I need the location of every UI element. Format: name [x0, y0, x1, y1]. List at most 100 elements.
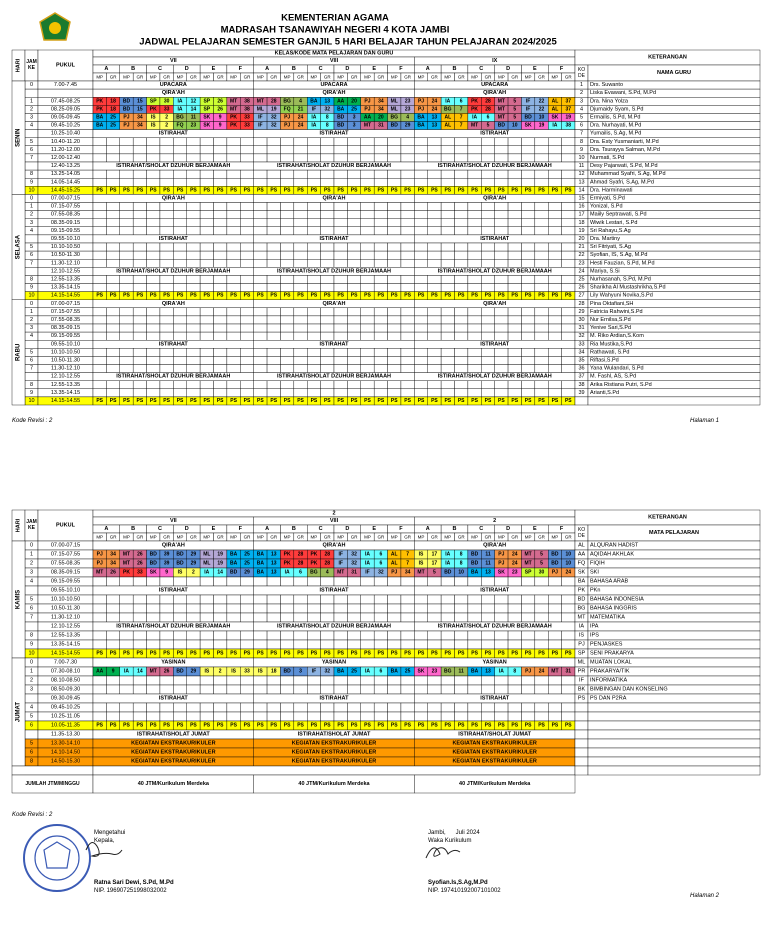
head: A [104, 526, 108, 532]
span-label: QIRA'AH [483, 301, 506, 307]
cell-text: 20 [351, 98, 357, 104]
cell [521, 177, 536, 187]
cell [159, 630, 174, 641]
cell [106, 380, 120, 390]
time: 10.50-11.30 [51, 252, 80, 258]
cell [481, 675, 495, 686]
cell [440, 576, 455, 587]
cell [307, 348, 321, 357]
cell [106, 356, 120, 365]
span-label: ISTIRAHAT/SHOLAT JUMAT [298, 732, 371, 738]
cell [440, 259, 455, 268]
jam: 10 [28, 398, 34, 404]
cell [360, 177, 375, 187]
cell [360, 153, 375, 163]
cell [307, 218, 321, 227]
cell-text: PJ [97, 561, 103, 567]
cell [427, 630, 442, 641]
cell-text: PJ [498, 561, 504, 567]
cell [494, 639, 509, 650]
cell [199, 612, 214, 623]
cell [253, 323, 268, 333]
cell [173, 630, 187, 641]
cell-text: PS [177, 651, 184, 657]
cell [507, 675, 522, 686]
cell [481, 169, 495, 179]
cell-text: SK [203, 123, 210, 129]
cell [440, 315, 455, 325]
cell [106, 250, 120, 260]
span-label: ISTIRAHAT/SHOLAT DZUHUR BERJAMAAH [277, 163, 391, 169]
cell [373, 331, 388, 341]
cell-text: 34 [137, 114, 143, 120]
cell-text: 13 [432, 123, 438, 129]
cell [146, 137, 161, 146]
cell [521, 145, 536, 155]
cell [414, 364, 428, 373]
list-code: 28 [578, 301, 584, 307]
cell-text: AA [96, 669, 104, 675]
cell [280, 594, 295, 605]
list-name: Mariya, S.Si [590, 268, 620, 274]
cell [373, 576, 388, 587]
cell [173, 675, 187, 686]
cell [213, 380, 228, 390]
cell [159, 612, 174, 623]
cell [173, 323, 187, 333]
cell [186, 153, 201, 163]
cell-text: BD [176, 561, 184, 567]
cell-text: 26 [137, 561, 143, 567]
cell [427, 153, 442, 163]
cell [293, 226, 308, 236]
cell-text: PJ [418, 106, 424, 112]
cell [333, 169, 348, 179]
cell [347, 356, 361, 365]
cell [387, 137, 402, 146]
cell [280, 630, 295, 641]
cell [199, 259, 214, 268]
cell [387, 684, 402, 695]
cell [481, 275, 495, 284]
cell-text: PS [378, 398, 385, 404]
cell [427, 603, 442, 614]
cell [106, 576, 120, 587]
cell-text: PS [123, 723, 130, 729]
cell [199, 315, 214, 325]
cell-text: 33 [244, 669, 250, 675]
cell [333, 675, 348, 686]
list-code: 26 [578, 285, 584, 291]
span-label: ISTIRAHAT [480, 236, 510, 242]
jam: 3 [30, 220, 33, 226]
cell-text: 13 [271, 570, 277, 576]
cell [373, 226, 388, 236]
cell-text: PS [163, 651, 170, 657]
cell-text: PS [257, 187, 264, 193]
cell [159, 250, 174, 260]
cell [454, 356, 469, 365]
cell [253, 275, 268, 284]
cell-text: PS [418, 187, 425, 193]
cell-text: MT [364, 123, 371, 129]
cell [119, 226, 134, 236]
cell-text: PS [378, 651, 385, 657]
cell [240, 250, 254, 260]
span-label: QIRA'AH [322, 90, 345, 96]
time: 11.20-12.00 [51, 147, 80, 153]
cell-text: 2 [165, 114, 168, 120]
cell [507, 145, 522, 155]
head: B [453, 66, 457, 72]
cell [454, 315, 469, 325]
cell [587, 567, 761, 578]
cell [333, 364, 348, 373]
cell [373, 153, 388, 163]
cell-text: BD [123, 98, 131, 104]
cell [481, 218, 495, 227]
cell-text: 32 [351, 561, 357, 567]
cell [534, 153, 549, 163]
cell [387, 169, 402, 179]
time: 09.15-09.55 [51, 228, 80, 234]
cell [427, 218, 442, 227]
revision: Kode Revisi : 2 [12, 418, 53, 424]
cell [347, 137, 361, 146]
cell [521, 202, 536, 211]
